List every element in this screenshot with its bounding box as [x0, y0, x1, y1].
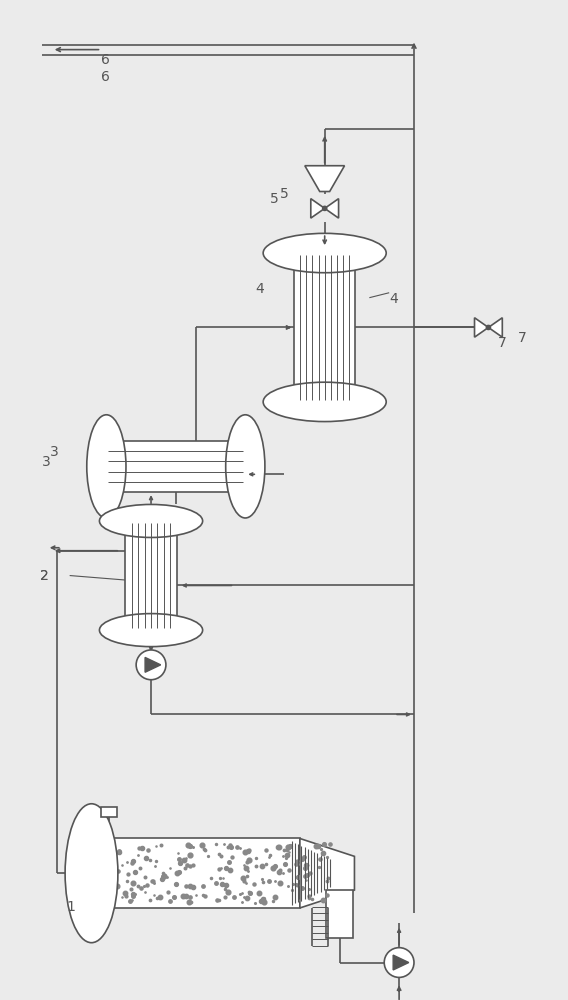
Polygon shape [300, 838, 354, 908]
Polygon shape [488, 318, 502, 337]
Ellipse shape [263, 382, 386, 422]
Bar [294, 253, 356, 402]
Polygon shape [325, 199, 339, 218]
Text: 5: 5 [280, 187, 289, 201]
Text: 6: 6 [102, 70, 110, 84]
Bar [91, 838, 300, 908]
Text: 1: 1 [66, 900, 76, 914]
Bar [102, 807, 118, 817]
Text: 7: 7 [518, 331, 527, 345]
Text: 2: 2 [40, 569, 49, 583]
Bar [125, 521, 177, 630]
Polygon shape [393, 955, 409, 970]
Ellipse shape [99, 504, 203, 537]
Text: 3: 3 [50, 445, 59, 459]
Ellipse shape [87, 415, 126, 518]
Polygon shape [145, 657, 161, 672]
Polygon shape [311, 199, 325, 218]
Ellipse shape [99, 614, 203, 647]
Circle shape [384, 948, 414, 977]
Text: 6: 6 [102, 53, 110, 67]
Polygon shape [305, 166, 345, 192]
Text: 3: 3 [42, 455, 51, 469]
Circle shape [486, 325, 490, 329]
Text: 7: 7 [498, 336, 507, 350]
Polygon shape [474, 318, 488, 337]
Text: 4: 4 [389, 292, 398, 306]
Ellipse shape [225, 415, 265, 518]
Bar [106, 441, 245, 492]
Ellipse shape [263, 233, 386, 273]
Text: 2: 2 [40, 569, 49, 583]
Text: 4: 4 [255, 282, 264, 296]
Bar [325, 890, 353, 938]
Circle shape [136, 650, 166, 680]
Circle shape [323, 206, 327, 210]
Text: 5: 5 [270, 192, 279, 206]
Ellipse shape [65, 804, 118, 943]
